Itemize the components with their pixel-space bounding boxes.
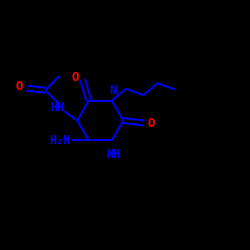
Text: O: O	[16, 80, 24, 94]
Text: N: N	[109, 84, 117, 97]
Text: NH: NH	[106, 148, 120, 161]
Text: O: O	[72, 71, 80, 84]
Text: O: O	[148, 116, 155, 130]
Text: H₂N: H₂N	[50, 134, 71, 147]
Text: HN: HN	[50, 101, 65, 114]
